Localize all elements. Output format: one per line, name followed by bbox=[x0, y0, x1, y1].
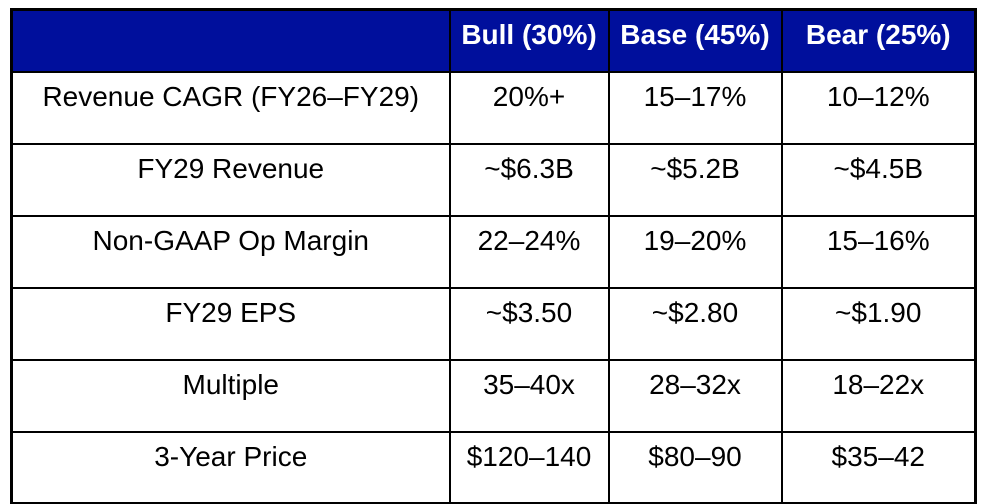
header-bear: Bear (25%) bbox=[780, 8, 977, 73]
cell-base: $80–90 bbox=[607, 430, 783, 504]
header-base: Base (45%) bbox=[607, 8, 783, 73]
table-row-3-year-price: 3-Year Price $120–140 $80–90 $35–42 bbox=[10, 430, 977, 504]
cell-bear: ~$4.5B bbox=[780, 142, 977, 217]
cell-bear: ~$1.90 bbox=[780, 286, 977, 361]
row-label: Revenue CAGR (FY26–FY29) bbox=[10, 70, 451, 145]
cell-bear: 10–12% bbox=[780, 70, 977, 145]
row-label: 3-Year Price bbox=[10, 430, 451, 504]
row-label: FY29 EPS bbox=[10, 286, 451, 361]
cell-bull: ~$3.50 bbox=[448, 286, 610, 361]
row-label: FY29 Revenue bbox=[10, 142, 451, 217]
scenario-table: Bull (30%) Base (45%) Bear (25%) Revenue… bbox=[10, 8, 977, 504]
cell-bull: $120–140 bbox=[448, 430, 610, 504]
header-bull: Bull (30%) bbox=[448, 8, 610, 73]
cell-bull: 20%+ bbox=[448, 70, 610, 145]
header-corner-cell bbox=[10, 8, 451, 73]
cell-base: ~$5.2B bbox=[607, 142, 783, 217]
cell-base: ~$2.80 bbox=[607, 286, 783, 361]
cell-bull: 35–40x bbox=[448, 358, 610, 433]
cell-base: 15–17% bbox=[607, 70, 783, 145]
table-row-op-margin: Non-GAAP Op Margin 22–24% 19–20% 15–16% bbox=[10, 214, 977, 289]
table-header-row: Bull (30%) Base (45%) Bear (25%) bbox=[10, 8, 977, 73]
cell-bull: ~$6.3B bbox=[448, 142, 610, 217]
table-row-multiple: Multiple 35–40x 28–32x 18–22x bbox=[10, 358, 977, 433]
cell-base: 19–20% bbox=[607, 214, 783, 289]
cell-bear: 18–22x bbox=[780, 358, 977, 433]
cell-bear: $35–42 bbox=[780, 430, 977, 504]
cell-bear: 15–16% bbox=[780, 214, 977, 289]
table-row-revenue-cagr: Revenue CAGR (FY26–FY29) 20%+ 15–17% 10–… bbox=[10, 70, 977, 145]
cell-bull: 22–24% bbox=[448, 214, 610, 289]
cell-base: 28–32x bbox=[607, 358, 783, 433]
row-label: Non-GAAP Op Margin bbox=[10, 214, 451, 289]
table-row-fy29-revenue: FY29 Revenue ~$6.3B ~$5.2B ~$4.5B bbox=[10, 142, 977, 217]
row-label: Multiple bbox=[10, 358, 451, 433]
table-row-fy29-eps: FY29 EPS ~$3.50 ~$2.80 ~$1.90 bbox=[10, 286, 977, 361]
